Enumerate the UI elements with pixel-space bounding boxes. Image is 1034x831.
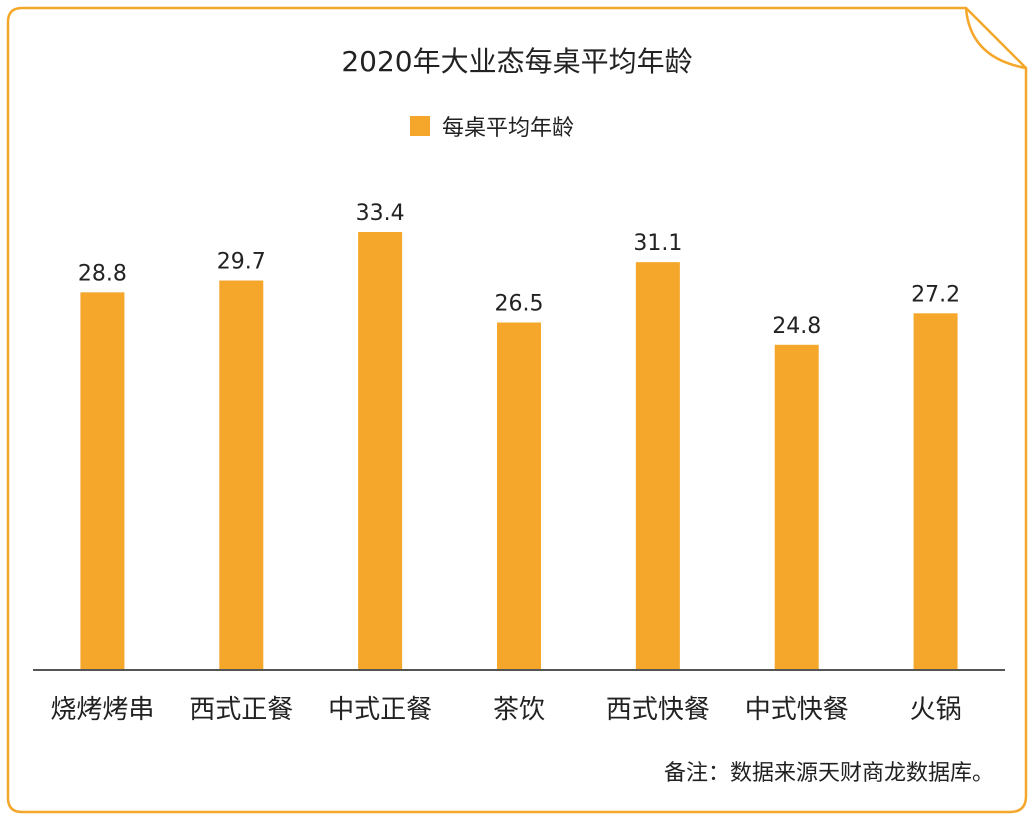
category-label-6: 中式快餐 (745, 695, 849, 725)
data-label-4: 26.5 (495, 291, 544, 316)
bar-5 (635, 262, 680, 670)
data-label-2: 29.7 (217, 250, 266, 275)
data-label-7: 27.2 (911, 282, 960, 307)
category-label-4: 茶饮 (493, 695, 545, 725)
category-label-3: 中式正餐 (328, 695, 432, 725)
category-label-7: 火锅 (910, 695, 962, 725)
data-label-1: 28.8 (78, 261, 127, 286)
category-label-5: 西式快餐 (606, 695, 710, 725)
category-label-1: 烧烤烤串 (50, 695, 154, 725)
chart-title: 2020年大业态每桌平均年龄 (341, 45, 693, 78)
bar-4 (497, 322, 541, 670)
source-note: 备注：数据来源天财商龙数据库。 (663, 761, 994, 786)
bar-3 (358, 232, 403, 670)
legend-label: 每桌平均年龄 (442, 116, 575, 141)
bar-1 (80, 292, 125, 670)
category-label-2: 西式正餐 (189, 695, 293, 725)
bar-2 (219, 280, 264, 670)
bar-6 (774, 344, 819, 670)
legend: 每桌平均年龄 (410, 112, 575, 141)
legend-swatch (410, 116, 430, 136)
data-label-6: 24.8 (772, 314, 821, 339)
data-label-5: 31.1 (633, 231, 682, 256)
bar-7 (913, 313, 958, 670)
data-label-3: 33.4 (356, 201, 405, 226)
